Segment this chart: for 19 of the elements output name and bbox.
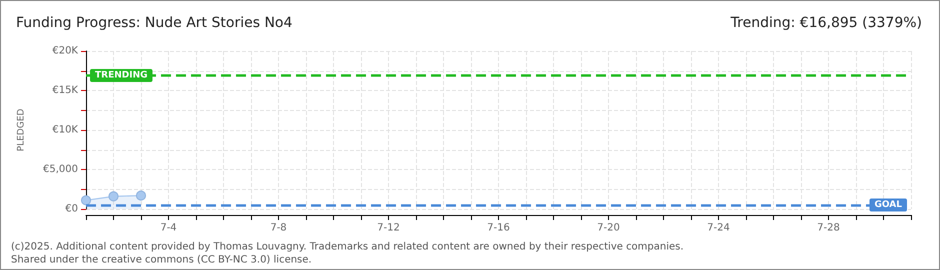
y-tick-label: €0 — [65, 204, 78, 214]
y-tick-label: €20K — [52, 46, 78, 56]
y-axis-title: PLEDGED — [16, 108, 26, 152]
x-tick-label: 7-24 — [707, 222, 730, 234]
x-tick-label: 7-20 — [597, 222, 620, 234]
y-tick-label: €15K — [52, 85, 78, 96]
y-tick-label: €10K — [52, 124, 78, 136]
x-tick-label: 7-12 — [377, 222, 400, 234]
x-tick-label: 7-16 — [487, 222, 510, 234]
x-tick-label: 7-4 — [160, 222, 177, 234]
x-tick-label: 7-28 — [817, 222, 840, 234]
text: (c)2025. Additional content provided by Thomas Louvagny. Trademarks and related content are owned by their respective companies. — [11, 242, 684, 252]
x-tick-label: 7-8 — [270, 222, 287, 234]
y-tick-label: €5,000 — [43, 164, 78, 175]
ref-line-label: TRENDING — [95, 70, 148, 81]
chart-title: Funding Progress: Nude Art Stories No4 — [16, 15, 292, 31]
chart-subtitle: Trending: €16,895 (3379%) — [730, 15, 922, 31]
text: Shared under the creative commons (CC BY-NC 3.0) license. — [11, 254, 312, 266]
ref-line-label: GOAL — [874, 200, 902, 210]
